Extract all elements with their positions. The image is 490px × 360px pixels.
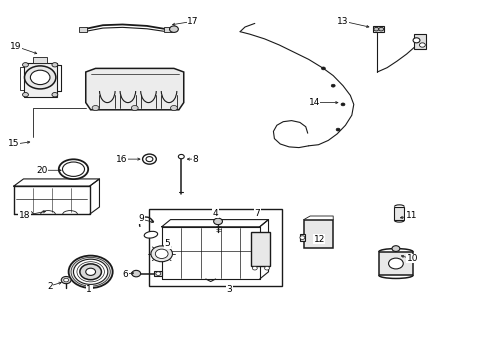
- Circle shape: [419, 43, 425, 47]
- Circle shape: [69, 256, 113, 288]
- Circle shape: [379, 27, 384, 31]
- Bar: [149, 209, 282, 286]
- Circle shape: [24, 66, 56, 89]
- Circle shape: [151, 246, 172, 262]
- Circle shape: [155, 249, 168, 258]
- Bar: [300, 234, 305, 241]
- Circle shape: [52, 93, 58, 97]
- Text: 6: 6: [122, 270, 128, 279]
- Circle shape: [86, 268, 96, 275]
- Circle shape: [178, 154, 184, 159]
- Text: 7: 7: [254, 209, 260, 217]
- Text: 19: 19: [10, 42, 21, 51]
- Bar: [394, 207, 404, 220]
- Bar: [154, 271, 162, 276]
- Circle shape: [214, 218, 222, 225]
- Circle shape: [74, 259, 108, 284]
- Circle shape: [23, 63, 28, 67]
- Ellipse shape: [59, 159, 88, 179]
- Text: 20: 20: [37, 166, 48, 175]
- Bar: [33, 57, 47, 63]
- Bar: [79, 27, 87, 32]
- Circle shape: [23, 93, 28, 97]
- Circle shape: [156, 272, 161, 275]
- Circle shape: [131, 105, 138, 111]
- Circle shape: [265, 266, 270, 270]
- Text: 17: 17: [187, 17, 198, 26]
- Text: 2: 2: [48, 282, 53, 291]
- Text: 10: 10: [407, 254, 418, 263]
- Circle shape: [321, 67, 325, 70]
- Circle shape: [92, 105, 99, 111]
- Text: 18: 18: [19, 211, 30, 220]
- Circle shape: [252, 266, 257, 270]
- Text: 1: 1: [86, 285, 92, 294]
- Circle shape: [170, 26, 178, 32]
- Bar: [373, 26, 384, 32]
- Circle shape: [392, 246, 400, 251]
- Circle shape: [300, 236, 305, 239]
- Circle shape: [331, 84, 335, 87]
- Bar: [414, 34, 426, 49]
- Circle shape: [336, 128, 340, 131]
- Ellipse shape: [62, 162, 84, 176]
- Text: 12: 12: [314, 235, 325, 244]
- Circle shape: [80, 264, 101, 280]
- Bar: [164, 27, 171, 32]
- Circle shape: [146, 157, 153, 162]
- Circle shape: [341, 103, 345, 106]
- Circle shape: [171, 105, 177, 111]
- Text: 4: 4: [213, 209, 219, 217]
- Text: 16: 16: [117, 154, 128, 163]
- Circle shape: [64, 278, 69, 282]
- Text: 3: 3: [226, 284, 232, 294]
- Text: 14: 14: [309, 98, 320, 107]
- Polygon shape: [86, 68, 184, 110]
- Text: 13: 13: [338, 17, 349, 26]
- Bar: [24, 63, 57, 97]
- Circle shape: [132, 270, 141, 277]
- Bar: [251, 232, 270, 266]
- Circle shape: [61, 276, 71, 284]
- Circle shape: [389, 258, 403, 269]
- Text: 9: 9: [139, 214, 145, 223]
- Circle shape: [52, 63, 58, 67]
- Circle shape: [30, 70, 50, 85]
- Ellipse shape: [144, 231, 158, 238]
- Text: 8: 8: [192, 154, 198, 163]
- Text: 11: 11: [406, 211, 417, 220]
- Circle shape: [374, 27, 379, 31]
- Text: 5: 5: [165, 239, 171, 248]
- Bar: [304, 220, 333, 248]
- Bar: [379, 252, 413, 275]
- Circle shape: [413, 38, 420, 43]
- Circle shape: [143, 154, 156, 164]
- Text: 15: 15: [8, 139, 20, 148]
